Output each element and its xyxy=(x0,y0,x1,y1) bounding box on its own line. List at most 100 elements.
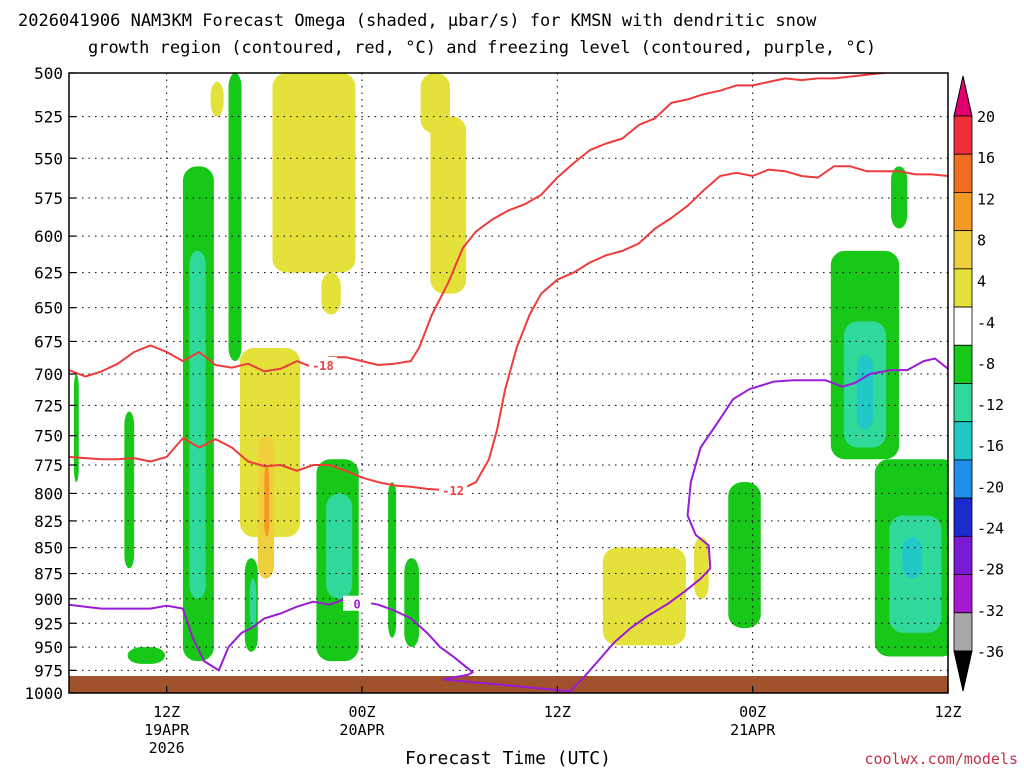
colorbar-label-3: 8 xyxy=(977,231,986,249)
colorbar-bottom-arrow xyxy=(953,650,973,692)
omega-cell-16 xyxy=(388,482,397,638)
omega-cell-28 xyxy=(902,537,922,579)
omega-cell-25 xyxy=(856,354,874,430)
colorbar-segment-7 xyxy=(953,383,973,423)
colorbar-label-7: -12 xyxy=(977,396,1004,414)
y-tick-label-700: 700 xyxy=(34,365,63,384)
y-tick-label-875: 875 xyxy=(34,565,63,584)
omega-cell-19 xyxy=(430,116,467,294)
omega-cell-1 xyxy=(124,411,135,569)
omega-cell-2 xyxy=(127,647,166,664)
omega-cell-22 xyxy=(728,482,761,629)
colorbar-label-12: -32 xyxy=(977,602,1004,620)
x-tick-label-0-l2: 19APR xyxy=(144,721,190,739)
colorbar-label-8: -16 xyxy=(977,437,1004,455)
omega-cell-29 xyxy=(891,166,908,229)
plot-frame xyxy=(68,72,949,694)
omega-cell-13 xyxy=(321,272,341,315)
colorbar-segment-0 xyxy=(953,115,973,155)
y-tick-label-925: 925 xyxy=(34,614,63,633)
colorbar-label-0: 20 xyxy=(977,108,995,126)
x-tick-label-3-l1: 00Z xyxy=(739,703,766,721)
omega-cell-0 xyxy=(73,373,79,483)
y-tick-label-750: 750 xyxy=(34,427,63,446)
x-tick-label-2-l1: 12Z xyxy=(544,703,571,721)
omega-cell-4 xyxy=(189,250,206,599)
y-tick-label-850: 850 xyxy=(34,539,63,558)
contour-line-2 xyxy=(69,357,948,693)
y-tick-label-550: 550 xyxy=(34,149,63,168)
colorbar-label-10: -24 xyxy=(977,520,1004,538)
y-tick-label-575: 575 xyxy=(34,189,63,208)
omega-cell-6 xyxy=(228,73,242,362)
colorbar-label-1: 16 xyxy=(977,149,995,167)
colorbar-segment-2 xyxy=(953,192,973,232)
y-tick-label-800: 800 xyxy=(34,484,63,503)
omega-cell-8 xyxy=(249,578,257,629)
contour-label-0: -18 xyxy=(312,359,334,373)
chart-title-line2: growth region (contoured, red, °C) and f… xyxy=(88,38,876,58)
x-tick-label-0-l3: 2026 xyxy=(149,739,185,757)
x-tick-label-1-l2: 20APR xyxy=(339,721,385,739)
contour-label-bg-2 xyxy=(343,595,372,611)
colorbar-label-4: 4 xyxy=(977,273,986,291)
colorbar-label-13: -36 xyxy=(977,643,1004,661)
colorbar-segment-8 xyxy=(953,421,973,461)
omega-cell-36 xyxy=(1005,73,1018,652)
y-tick-label-650: 650 xyxy=(34,299,63,318)
contour-line-1 xyxy=(69,165,948,491)
omega-cell-37 xyxy=(1011,73,1018,515)
y-axis: 500 525 550 575 600 625 650 675 700 725 750 775 800 8… xyxy=(24,64,76,703)
chart-title-line1: 2026041906 NAM3KM Forecast Omega (shaded… xyxy=(18,11,817,31)
contour-layer: -18 -12 0 xyxy=(69,73,948,693)
colorbar-label-6: -8 xyxy=(977,355,995,373)
y-tick-label-600: 600 xyxy=(34,227,63,246)
x-tick-label-1-l1: 00Z xyxy=(348,703,375,721)
omega-cell-21 xyxy=(694,537,709,599)
y-tick-label-775: 775 xyxy=(34,456,63,475)
y-tick-label-975: 975 xyxy=(34,661,63,680)
colorbar-top-arrow xyxy=(953,75,973,117)
y-tick-label-725: 725 xyxy=(34,396,63,415)
omega-cell-11 xyxy=(264,465,270,538)
colorbar-segment-13 xyxy=(953,612,973,652)
colorbar-segment-1 xyxy=(953,153,973,193)
colorbar-segment-11 xyxy=(953,535,973,575)
colorbar-segment-9 xyxy=(953,459,973,499)
colorbar-segment-6 xyxy=(953,344,973,384)
colorbar-label-11: -28 xyxy=(977,561,1004,579)
y-tick-label-825: 825 xyxy=(34,512,63,531)
x-tick-label-3-l2: 21APR xyxy=(730,721,776,739)
omega-cell-38 xyxy=(1015,73,1019,374)
colorbar-label-9: -20 xyxy=(977,478,1004,496)
contour-label-2: 0 xyxy=(353,598,360,612)
contour-label-bg-0 xyxy=(308,356,337,372)
contour-label-bg-1 xyxy=(439,482,468,498)
omega-cell-5 xyxy=(210,81,224,117)
y-tick-label-900: 900 xyxy=(34,590,63,609)
x-tick-label-4-l1: 12Z xyxy=(934,703,961,721)
contour-line-0 xyxy=(69,73,893,378)
omega-cell-20 xyxy=(602,547,686,646)
contour-label-1: -12 xyxy=(442,484,464,498)
x-axis-label: Forecast Time (UTC) xyxy=(405,748,611,768)
omega-cell-15 xyxy=(326,493,353,599)
y-tick-label-500: 500 xyxy=(34,64,63,83)
y-tick-label-625: 625 xyxy=(34,264,63,283)
y-tick-label-675: 675 xyxy=(34,332,63,351)
omega-shading-layer xyxy=(73,73,1019,664)
credit-link[interactable]: coolwx.com/models xyxy=(864,750,1018,768)
omega-cell-17 xyxy=(404,558,419,648)
colorbar-label-2: 12 xyxy=(977,190,995,208)
colorbar: 20 16 12 8 4 -4 -8 -12 -16 -20 -24 -28 -32 -36 xyxy=(953,75,1004,692)
y-tick-label-950: 950 xyxy=(34,638,63,657)
colorbar-segment-3 xyxy=(953,230,973,270)
colorbar-label-5: -4 xyxy=(977,314,995,332)
colorbar-segment-5 xyxy=(953,306,973,346)
omega-cell-12 xyxy=(272,73,356,273)
y-tick-label-525: 525 xyxy=(34,108,63,127)
x-tick-label-0-l1: 12Z xyxy=(153,703,180,721)
colorbar-segment-10 xyxy=(953,497,973,537)
